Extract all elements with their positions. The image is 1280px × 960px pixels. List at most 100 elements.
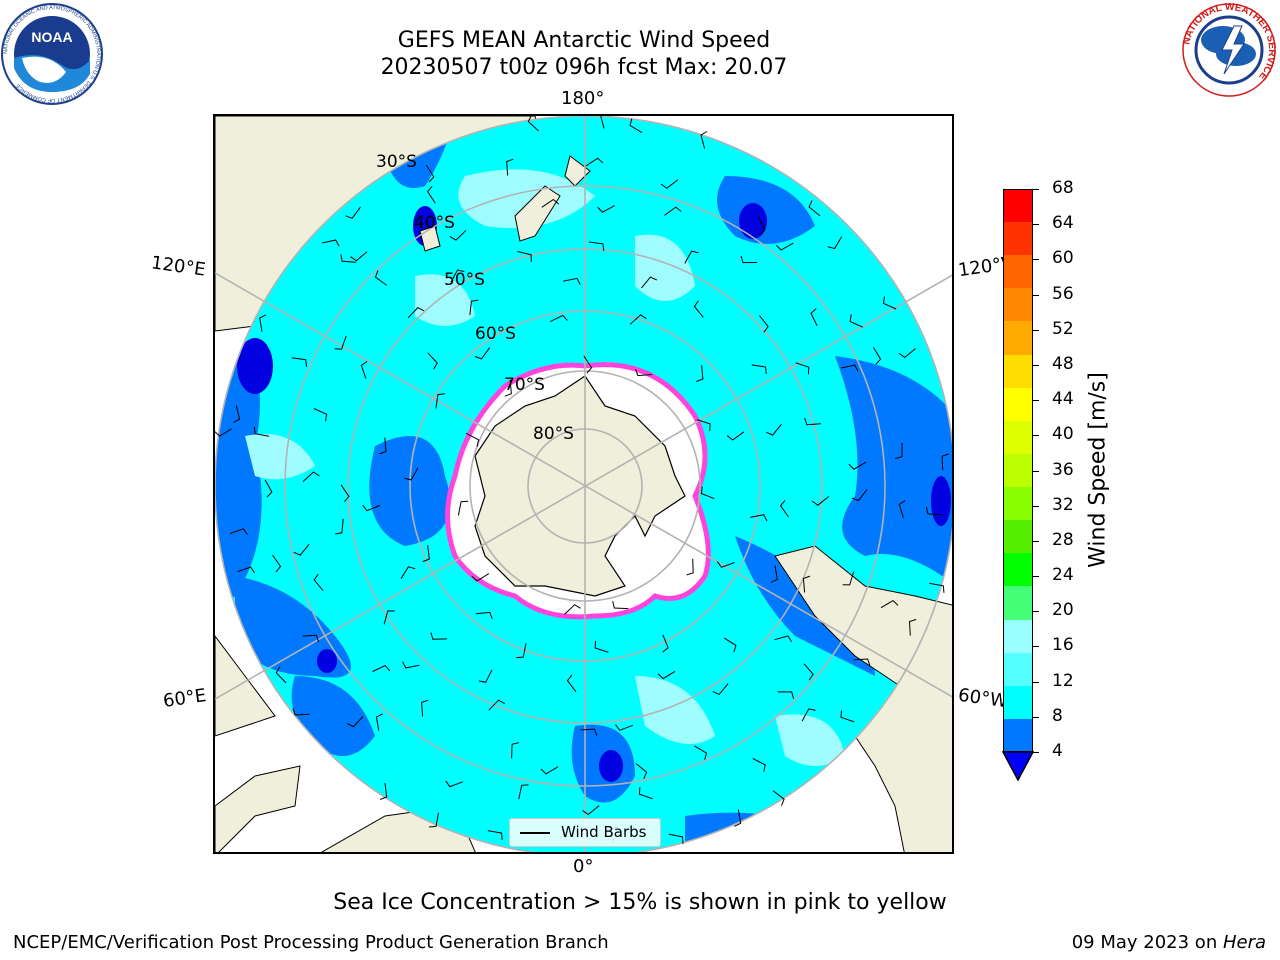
footer-branch: NCEP/EMC/Verification Post Processing Pr… [13,932,609,953]
wind-barb [684,250,699,264]
wind-barb [516,643,527,659]
colorbar-segment [1003,553,1033,587]
colorbar-tick-mark [1033,189,1039,190]
colorbar-tick-mark [1033,540,1039,542]
wind-barb [541,198,560,208]
lat-label-40s: 40°S [414,213,455,233]
wind-barb [600,116,605,129]
wind-barb [421,699,429,717]
wind-barb [407,306,425,319]
wind-barb [638,787,653,800]
wind-barb [880,599,899,609]
footer-date: 09 May 2023 on Hera [1072,932,1266,953]
colorbar-segment [1003,288,1033,322]
wind-barb [487,830,503,841]
wind-barb [427,352,438,370]
wind-barb [774,635,793,643]
colorbar-extend-triangle [1002,751,1034,781]
lon-label-120e: 120°E [149,252,207,281]
wind-barb [662,634,669,653]
wind-barb [851,489,868,502]
colorbar-tick-mark [1033,364,1039,366]
wind-barb [751,364,767,375]
wind-barb [716,561,735,568]
wind-barb [803,663,814,681]
antarctica-land [474,375,686,597]
colorbar-tick-label: 4 [1052,741,1063,761]
wind-barb [594,640,609,653]
lat-label-60s: 60°S [475,324,516,344]
lat-label-30s: 30°S [376,152,417,172]
wind-barb [842,571,855,586]
wind-barb [686,558,694,576]
wind-barb [457,500,469,516]
colorbar-tick-label: 16 [1052,635,1074,656]
wind-barb [340,484,350,503]
wind-barb [445,780,464,788]
colorbar-tick-label: 60 [1052,248,1074,269]
legend-line-icon [520,832,550,834]
colorbar-segment [1003,586,1033,621]
wind-barb [474,347,491,360]
wind-barb [347,716,364,728]
wind-barb [582,805,600,816]
wind-barb [379,437,387,455]
colorbar-tick-mark [1033,294,1039,296]
colorbar-tick-label: 20 [1052,600,1074,621]
wind-barb [527,116,539,132]
map-panel [213,114,954,854]
wind-barb [712,683,729,696]
footer-date-text: 09 May 2023 on [1071,932,1223,953]
colorbar-segment [1003,619,1033,654]
legend-label: Wind Barbs [561,823,647,841]
wind-barb [908,618,917,636]
wind-barb [723,637,737,653]
wind-barb [334,335,347,350]
colorbar-tick-mark [1033,505,1039,507]
wind-barb [853,658,871,666]
wind-barb [898,348,916,359]
wind-barb [426,185,436,204]
wind-barb [779,499,790,518]
wind-barb [929,582,945,593]
wind-barb [549,314,568,323]
wind-barb [372,664,391,672]
wind-barb [700,486,715,500]
wind-barb [588,241,605,251]
wind-barb [471,573,490,582]
wind-barb [597,205,615,213]
wind-barb [660,179,679,189]
wind-barb [726,431,745,441]
colorbar-tick-mark [1033,681,1039,683]
colorbar-tick-mark [1033,470,1039,472]
wind-barb [758,216,766,235]
colorbar-segment [1003,420,1033,455]
wind-barb [795,362,810,375]
lon-label-60e: 60°E [161,685,208,712]
nws-logo: NATIONAL WEATHER SERVICE [1181,2,1277,97]
colorbar-tick-label: 64 [1052,213,1074,234]
wind-barb [694,745,708,760]
wind-barb [749,514,768,522]
colorbar-tick-label: 32 [1052,494,1074,515]
wind-barb [362,504,381,512]
lon-label-0: 0° [573,856,594,877]
wind-barb [478,669,493,683]
wind-barb [360,360,368,379]
wind-barb [752,758,766,772]
colorbar-tick-label: 56 [1052,283,1074,304]
colorbar-tick-label: 28 [1052,529,1074,550]
wind-barb [629,314,647,325]
wind-barb [404,467,419,481]
wind-barb [291,357,308,367]
wind-barb [811,496,830,506]
colorbar-tick-mark [1033,716,1039,718]
wind-barb [734,809,742,827]
wind-barb [465,432,480,447]
wind-barb [518,784,529,800]
wind-barb [302,634,320,643]
lon-label-60w: 60°W [956,684,1009,713]
colorbar-tick-label: 40 [1052,424,1074,445]
wind-barb [612,601,629,610]
colorbar-segment [1003,453,1033,488]
